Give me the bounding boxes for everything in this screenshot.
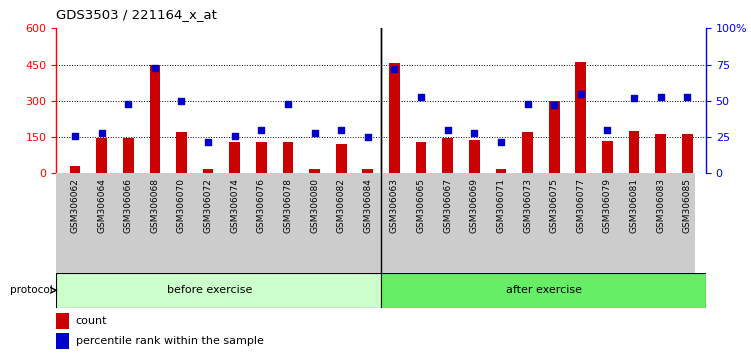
Text: GSM306068: GSM306068 — [150, 178, 159, 233]
Bar — [469, 139, 480, 173]
Text: GSM306078: GSM306078 — [283, 178, 292, 233]
Bar — [522, 132, 533, 173]
Bar — [123, 138, 134, 173]
Bar — [176, 132, 187, 173]
Bar — [229, 142, 240, 173]
Point — [521, 101, 533, 107]
Text: GSM306070: GSM306070 — [177, 178, 186, 233]
Text: GSM306082: GSM306082 — [336, 178, 345, 233]
Point — [655, 94, 667, 99]
Text: GSM306073: GSM306073 — [523, 178, 532, 233]
Point — [495, 139, 507, 144]
Bar — [682, 133, 692, 173]
Bar — [56, 313, 69, 329]
Bar — [549, 101, 559, 173]
Point — [548, 102, 560, 108]
Bar — [96, 138, 107, 173]
Text: GSM306076: GSM306076 — [257, 178, 266, 233]
Point — [122, 101, 134, 107]
Point — [309, 130, 321, 136]
Point — [229, 133, 241, 138]
Text: GSM306080: GSM306080 — [310, 178, 319, 233]
Text: GSM306079: GSM306079 — [603, 178, 612, 233]
Point — [602, 127, 614, 133]
Bar — [382, 273, 706, 308]
Bar — [629, 131, 639, 173]
Bar — [70, 166, 80, 173]
Text: count: count — [76, 316, 107, 326]
Text: GSM306071: GSM306071 — [496, 178, 505, 233]
Point — [681, 94, 693, 99]
Text: GSM306062: GSM306062 — [71, 178, 80, 233]
Bar — [282, 142, 294, 173]
Point — [415, 94, 427, 99]
Text: GSM306083: GSM306083 — [656, 178, 665, 233]
Bar — [203, 169, 213, 173]
Point — [388, 66, 400, 72]
Text: GSM306081: GSM306081 — [629, 178, 638, 233]
Text: GSM306077: GSM306077 — [576, 178, 585, 233]
Point — [255, 127, 267, 133]
Text: before exercise: before exercise — [167, 285, 252, 295]
Text: GSM306085: GSM306085 — [683, 178, 692, 233]
Point — [335, 127, 347, 133]
Text: GSM306084: GSM306084 — [363, 178, 372, 233]
Text: GSM306066: GSM306066 — [124, 178, 133, 233]
Point — [469, 130, 481, 136]
Bar — [575, 62, 586, 173]
Bar — [309, 169, 320, 173]
Point — [442, 127, 454, 133]
Bar — [602, 141, 613, 173]
Point — [575, 91, 587, 96]
Point — [95, 130, 107, 136]
Text: GSM306075: GSM306075 — [550, 178, 559, 233]
Point — [176, 98, 188, 104]
Point — [628, 95, 640, 101]
Text: GSM306063: GSM306063 — [390, 178, 399, 233]
Point — [362, 135, 374, 140]
Bar — [389, 63, 400, 173]
Bar — [363, 169, 373, 173]
Point — [69, 133, 81, 138]
Bar — [416, 142, 427, 173]
Text: GSM306072: GSM306072 — [204, 178, 213, 233]
Text: GSM306067: GSM306067 — [443, 178, 452, 233]
Point — [149, 65, 161, 70]
Bar — [496, 169, 506, 173]
Point — [202, 139, 214, 144]
Text: GDS3503 / 221164_x_at: GDS3503 / 221164_x_at — [56, 8, 217, 22]
Bar — [149, 65, 160, 173]
Text: percentile rank within the sample: percentile rank within the sample — [76, 336, 264, 346]
Point — [282, 101, 294, 107]
Bar — [656, 133, 666, 173]
Bar — [256, 142, 267, 173]
Text: GSM306069: GSM306069 — [470, 178, 479, 233]
Bar — [56, 333, 69, 349]
Bar — [442, 138, 453, 173]
Text: GSM306064: GSM306064 — [97, 178, 106, 233]
Bar — [336, 144, 346, 173]
Text: after exercise: after exercise — [505, 285, 581, 295]
Text: GSM306074: GSM306074 — [231, 178, 240, 233]
Text: protocol: protocol — [10, 285, 53, 295]
Text: GSM306065: GSM306065 — [417, 178, 426, 233]
Bar — [56, 273, 382, 308]
